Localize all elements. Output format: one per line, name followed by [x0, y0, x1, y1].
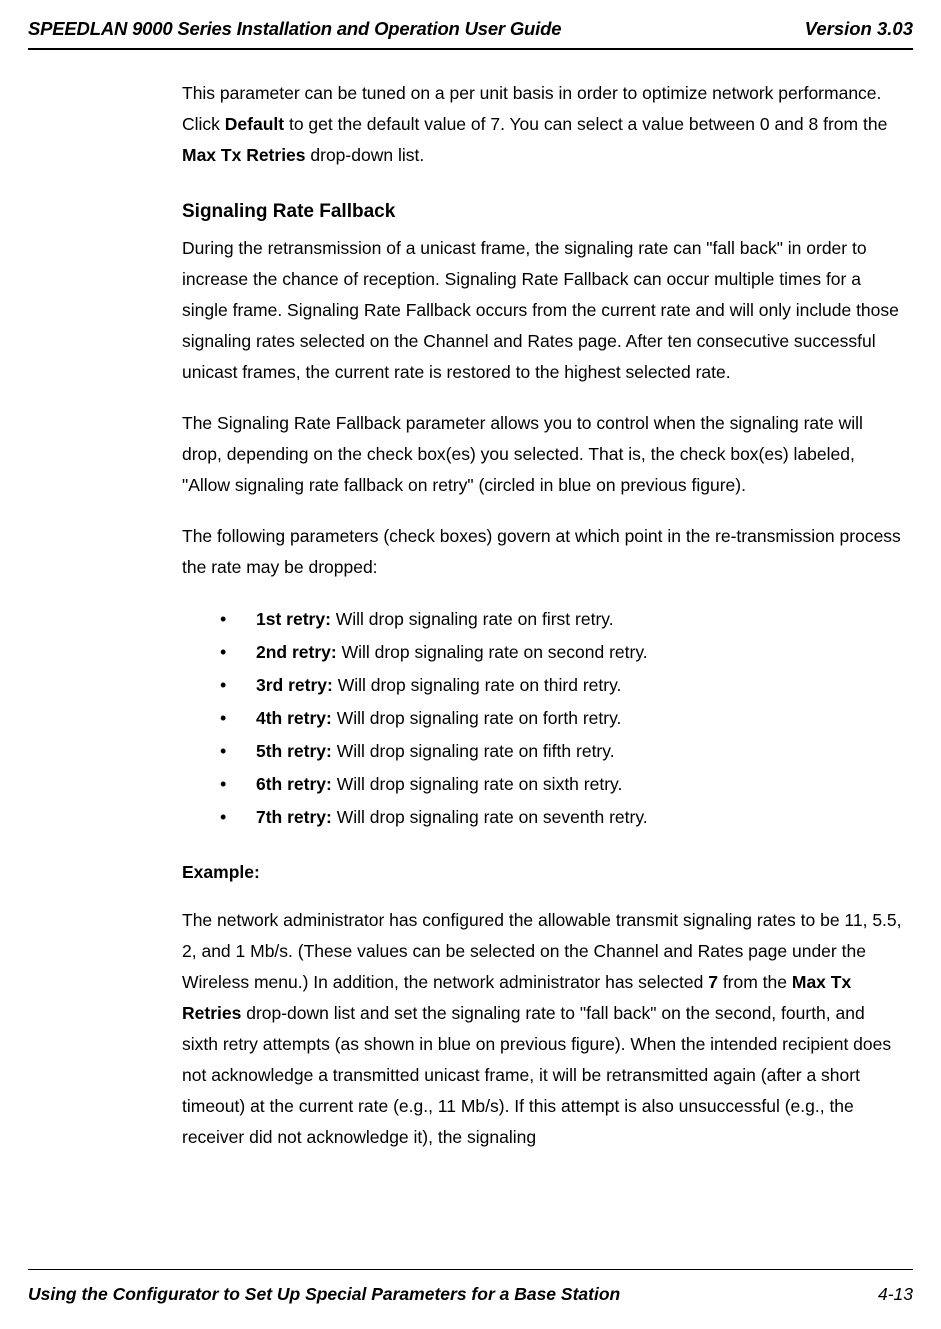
- intro-paragraph: This parameter can be tuned on a per uni…: [182, 78, 903, 171]
- list-item: 5th retry: Will drop signaling rate on f…: [182, 735, 903, 768]
- bullet-text: Will drop signaling rate on seventh retr…: [332, 807, 648, 827]
- retry-bullet-list: 1st retry: Will drop signaling rate on f…: [182, 603, 903, 834]
- bullet-label: 6th retry:: [256, 774, 332, 794]
- bullet-text: Will drop signaling rate on third retry.: [333, 675, 622, 695]
- example-text-b: from the: [718, 972, 792, 992]
- list-item: 6th retry: Will drop signaling rate on s…: [182, 768, 903, 801]
- page-header: SPEEDLAN 9000 Series Installation and Op…: [28, 18, 913, 50]
- list-item: 1st retry: Will drop signaling rate on f…: [182, 603, 903, 636]
- list-item: 3rd retry: Will drop signaling rate on t…: [182, 669, 903, 702]
- bullet-text: Will drop signaling rate on forth retry.: [332, 708, 622, 728]
- example-heading: Example:: [182, 862, 903, 883]
- bullet-label: 4th retry:: [256, 708, 332, 728]
- paragraph-2: During the retransmission of a unicast f…: [182, 233, 903, 388]
- paragraph-4: The following parameters (check boxes) g…: [182, 521, 903, 583]
- page-content: This parameter can be tuned on a per uni…: [28, 78, 913, 1153]
- footer-page-number: 4-13: [878, 1284, 913, 1305]
- header-title: SPEEDLAN 9000 Series Installation and Op…: [28, 18, 561, 40]
- list-item: 2nd retry: Will drop signaling rate on s…: [182, 636, 903, 669]
- example-paragraph: The network administrator has configured…: [182, 905, 903, 1153]
- paragraph-3: The Signaling Rate Fallback parameter al…: [182, 408, 903, 501]
- bullet-text: Will drop signaling rate on second retry…: [337, 642, 648, 662]
- intro-text-b: to get the default value of 7. You can s…: [284, 114, 887, 134]
- bullet-text: Will drop signaling rate on first retry.: [331, 609, 614, 629]
- bullet-label: 5th retry:: [256, 741, 332, 761]
- example-text-c: drop-down list and set the signaling rat…: [182, 1003, 891, 1147]
- footer-title: Using the Configurator to Set Up Special…: [28, 1284, 620, 1305]
- bullet-label: 3rd retry:: [256, 675, 333, 695]
- intro-bold-maxtx: Max Tx Retries: [182, 145, 306, 165]
- example-bold-7: 7: [708, 972, 718, 992]
- bullet-text: Will drop signaling rate on sixth retry.: [332, 774, 623, 794]
- page-footer: Using the Configurator to Set Up Special…: [28, 1269, 913, 1305]
- bullet-label: 7th retry:: [256, 807, 332, 827]
- section-heading-signaling: Signaling Rate Fallback: [182, 201, 903, 223]
- list-item: 7th retry: Will drop signaling rate on s…: [182, 801, 903, 834]
- list-item: 4th retry: Will drop signaling rate on f…: [182, 702, 903, 735]
- header-version: Version 3.03: [805, 18, 913, 40]
- bullet-label: 2nd retry:: [256, 642, 337, 662]
- intro-text-c: drop-down list.: [306, 145, 425, 165]
- bullet-text: Will drop signaling rate on fifth retry.: [332, 741, 615, 761]
- intro-bold-default: Default: [225, 114, 284, 134]
- bullet-label: 1st retry:: [256, 609, 331, 629]
